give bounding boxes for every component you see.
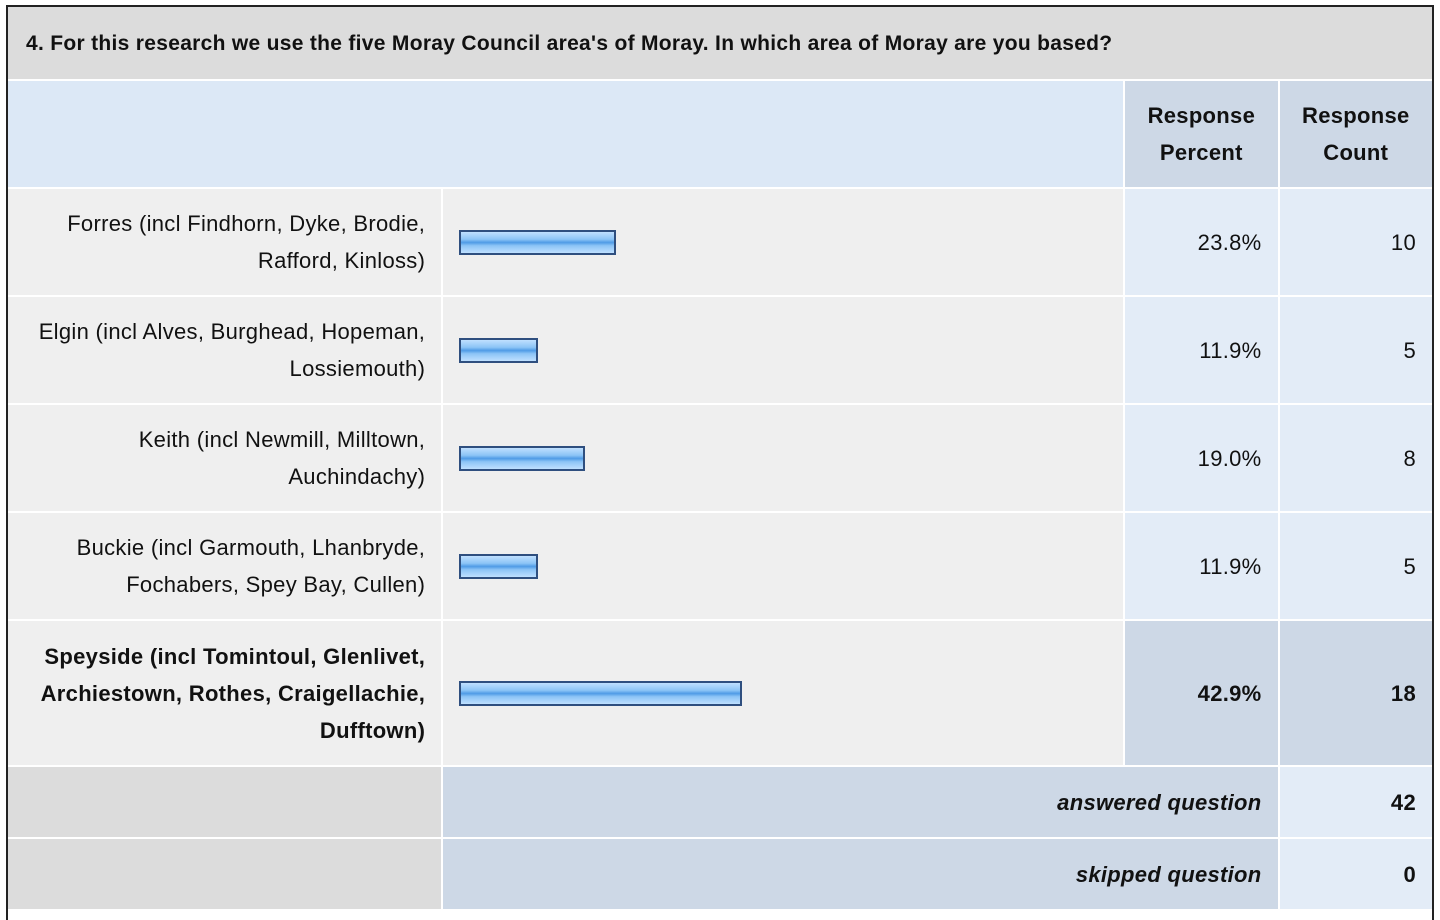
answered-row: answered question 42 — [8, 767, 1432, 837]
header-percent: Response Percent — [1125, 81, 1278, 187]
answer-row: Speyside (incl Tomintoul, Glenlivet, Arc… — [8, 621, 1432, 765]
header-count: Response Count — [1279, 81, 1432, 187]
skipped-row: skipped question 0 — [8, 839, 1432, 909]
answered-label: answered question — [443, 767, 1278, 837]
bar-cell — [443, 621, 1124, 765]
response-percent: 11.9% — [1125, 513, 1278, 619]
bar — [459, 337, 538, 363]
answer-row: Forres (incl Findhorn, Dyke, Brodie, Raf… — [8, 189, 1432, 295]
header-row: Response Percent Response Count — [8, 81, 1432, 187]
title-row: 4. For this research we use the five Mor… — [8, 7, 1432, 79]
bar-cell — [443, 297, 1124, 403]
bar — [459, 553, 538, 579]
response-count: 5 — [1279, 513, 1432, 619]
response-count: 10 — [1279, 189, 1432, 295]
response-percent: 11.9% — [1125, 297, 1278, 403]
answer-label: Keith (incl Newmill, Milltown, Auchindac… — [8, 405, 442, 511]
table-body: 4. For this research we use the five Mor… — [8, 7, 1432, 909]
answer-row: Elgin (incl Alves, Burghead, Hopeman, Lo… — [8, 297, 1432, 403]
question-title: 4. For this research we use the five Mor… — [8, 7, 1432, 79]
bar-cell — [443, 513, 1124, 619]
response-count: 5 — [1279, 297, 1432, 403]
answer-label: Speyside (incl Tomintoul, Glenlivet, Arc… — [8, 621, 442, 765]
footer-blank — [8, 839, 442, 909]
response-percent: 42.9% — [1125, 621, 1278, 765]
response-count: 8 — [1279, 405, 1432, 511]
answer-row: Buckie (incl Garmouth, Lhanbryde, Fochab… — [8, 513, 1432, 619]
answer-label: Forres (incl Findhorn, Dyke, Brodie, Raf… — [8, 189, 442, 295]
results-table: 4. For this research we use the five Mor… — [6, 5, 1434, 911]
header-blank — [8, 81, 1124, 187]
response-percent: 23.8% — [1125, 189, 1278, 295]
answered-count: 42 — [1279, 767, 1432, 837]
footer-blank — [8, 767, 442, 837]
bar — [459, 229, 617, 255]
survey-question: 4. For this research we use the five Mor… — [6, 5, 1434, 920]
answer-label: Buckie (incl Garmouth, Lhanbryde, Fochab… — [8, 513, 442, 619]
answer-label: Elgin (incl Alves, Burghead, Hopeman, Lo… — [8, 297, 442, 403]
skipped-count: 0 — [1279, 839, 1432, 909]
bar — [459, 445, 585, 471]
answer-row: Keith (incl Newmill, Milltown, Auchindac… — [8, 405, 1432, 511]
bar — [459, 680, 743, 706]
response-count: 18 — [1279, 621, 1432, 765]
bar-cell — [443, 189, 1124, 295]
skipped-label: skipped question — [443, 839, 1278, 909]
bar-cell — [443, 405, 1124, 511]
response-percent: 19.0% — [1125, 405, 1278, 511]
